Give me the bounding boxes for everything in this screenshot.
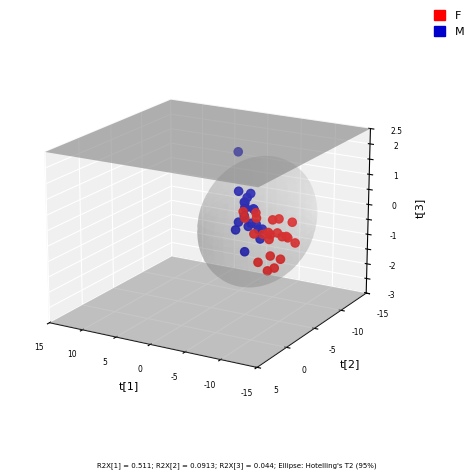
Y-axis label: t[2]: t[2] bbox=[339, 359, 360, 369]
Legend: F, M: F, M bbox=[430, 6, 468, 42]
Text: R2X[1] = 0.511; R2X[2] = 0.0913; R2X[3] = 0.044; Ellipse: Hotelling's T2 (95%): R2X[1] = 0.511; R2X[2] = 0.0913; R2X[3] … bbox=[97, 463, 377, 469]
X-axis label: t[1]: t[1] bbox=[118, 382, 139, 392]
